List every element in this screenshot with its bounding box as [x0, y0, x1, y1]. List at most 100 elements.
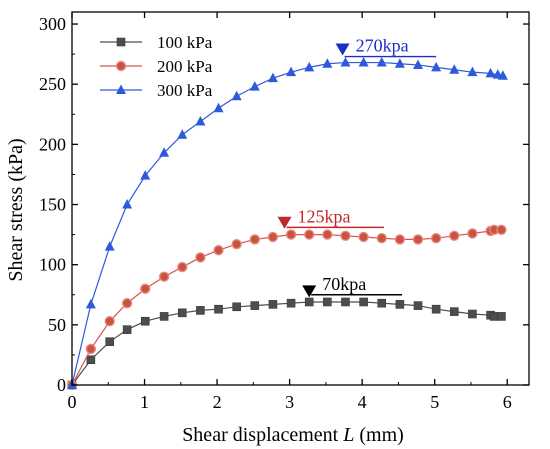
series-100-kpa: [67, 297, 506, 390]
data-point: [322, 58, 333, 68]
x-tick-label: 3: [285, 392, 294, 412]
data-point: [341, 297, 350, 307]
data-point: [105, 337, 115, 346]
data-point: [322, 229, 333, 240]
data-point: [104, 316, 115, 327]
data-point: [267, 72, 278, 83]
data-point: [159, 312, 169, 321]
data-point: [449, 307, 459, 316]
peak-arrow-marker: [302, 285, 317, 298]
data-point: [449, 230, 460, 242]
data-point: [250, 301, 260, 310]
data-point: [286, 298, 296, 308]
data-point: [195, 115, 206, 126]
x-tick-label: 6: [503, 392, 512, 412]
peak-annotation: 70kpa: [302, 274, 403, 298]
data-point: [431, 304, 441, 314]
data-point: [467, 66, 478, 77]
y-tick-label: 0: [57, 375, 66, 395]
series-line: [71, 61, 504, 386]
data-point: [231, 90, 242, 101]
data-point: [376, 57, 387, 67]
data-point: [85, 298, 96, 309]
data-point: [213, 245, 224, 256]
data-point: [376, 233, 387, 244]
data-point: [377, 298, 387, 308]
data-point: [249, 234, 261, 245]
data-point: [213, 102, 224, 113]
y-tick-label: 200: [39, 134, 66, 154]
data-point: [268, 300, 278, 309]
data-point: [358, 57, 369, 67]
data-point: [177, 261, 188, 273]
legend-entry: 100 kPa: [100, 33, 213, 52]
data-point: [286, 66, 297, 77]
series-200-kpa: [66, 224, 507, 391]
x-tick-label: 1: [140, 392, 149, 412]
data-point: [232, 302, 241, 312]
data-point: [430, 233, 442, 244]
y-axis-title: Shear stress (kPa): [5, 138, 27, 281]
data-point: [489, 312, 499, 321]
peak-arrow-marker: [335, 43, 350, 56]
data-point: [467, 228, 478, 239]
data-point: [140, 283, 151, 294]
y-tick-label: 300: [39, 14, 66, 34]
legend-label: 100 kPa: [157, 33, 213, 52]
data-point: [122, 199, 133, 209]
data-point: [140, 316, 150, 326]
data-point: [86, 355, 96, 365]
data-point: [340, 57, 351, 67]
legend-entry: 200 kPa: [100, 57, 213, 76]
peak-arrow-marker: [277, 216, 292, 229]
x-tick-label: 2: [213, 392, 222, 412]
data-point: [177, 308, 187, 318]
data-point: [158, 271, 170, 282]
data-point: [394, 58, 405, 68]
data-point: [323, 297, 332, 307]
data-point: [196, 306, 205, 315]
data-point: [485, 67, 496, 78]
data-point: [104, 241, 115, 251]
data-point: [412, 234, 424, 245]
data-point: [413, 301, 423, 310]
legend-marker: [115, 60, 127, 72]
data-point: [431, 61, 442, 72]
data-point: [140, 170, 151, 180]
data-point: [496, 224, 507, 235]
y-tick-label: 50: [48, 315, 66, 335]
data-point: [159, 147, 170, 157]
legend-label: 200 kPa: [157, 57, 213, 76]
data-point: [177, 129, 188, 139]
data-point: [394, 234, 406, 245]
data-point: [340, 230, 351, 242]
y-tick-label: 250: [39, 74, 66, 94]
data-point: [231, 239, 242, 250]
data-point: [304, 229, 315, 240]
data-point: [497, 312, 506, 321]
data-point: [468, 309, 477, 319]
data-point: [214, 304, 223, 314]
data-point: [413, 59, 424, 69]
data-point: [358, 231, 369, 243]
y-tick-label: 150: [39, 195, 66, 215]
peak-annotation: 125kpa: [277, 206, 384, 229]
x-tick-label: 0: [68, 392, 77, 412]
legend-marker: [116, 84, 126, 94]
data-point: [285, 229, 297, 240]
data-point: [359, 297, 368, 307]
peak-label: 70kpa: [322, 274, 366, 294]
legend-entry: 300 kPa: [100, 81, 213, 100]
data-point: [121, 297, 133, 309]
peak-label: 125kpa: [298, 206, 351, 226]
data-point: [304, 61, 315, 72]
data-point: [249, 81, 260, 91]
x-axis-title: Shear displacement L (mm): [182, 424, 404, 446]
legend-label: 300 kPa: [157, 81, 213, 100]
data-point: [395, 300, 405, 309]
y-tick-label: 100: [39, 255, 66, 275]
x-tick-label: 4: [358, 392, 367, 412]
peak-annotation: 270kpa: [335, 36, 437, 58]
legend-marker: [116, 37, 126, 47]
